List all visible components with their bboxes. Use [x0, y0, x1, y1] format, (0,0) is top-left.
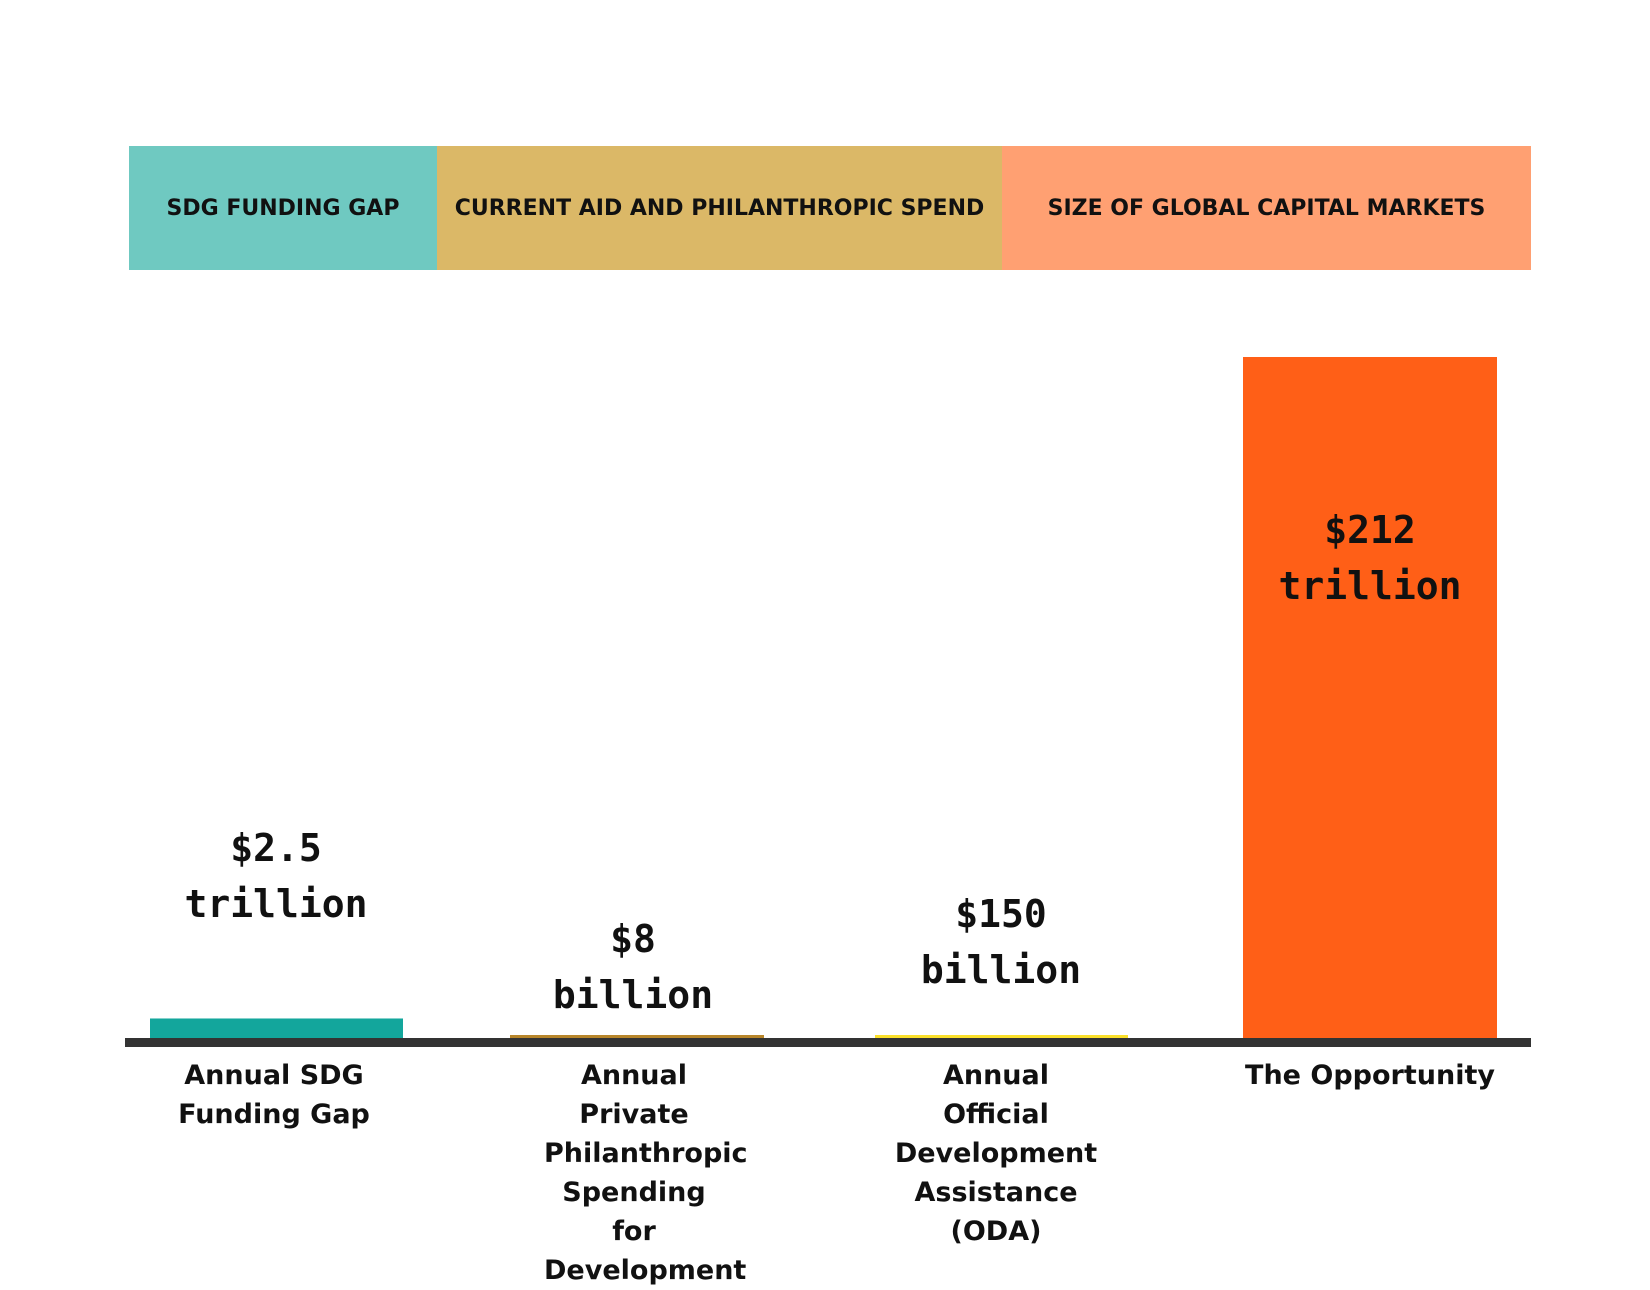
bar-1: [510, 1035, 764, 1038]
bar-3: [1243, 357, 1497, 1038]
category-label-oda: Annual Official Development Assistance (…: [894, 1060, 1098, 1247]
value-label-unit: trillion: [184, 882, 368, 926]
value-label-amount: $212: [1324, 508, 1416, 552]
value-label-amount: $2.5: [230, 826, 322, 870]
category-label-opportunity: The Opportunity: [1245, 1060, 1495, 1091]
header-band-label: CURRENT AID AND PHILANTHROPIC SPEND: [454, 195, 985, 221]
bar-0: [150, 1018, 403, 1038]
value-label-unit: billion: [552, 973, 714, 1017]
category-label-sdg-gap: Annual SDG Funding Gap: [178, 1060, 370, 1130]
header-band-sdg-funding-gap: SDG FUNDING GAP: [129, 146, 437, 270]
header-band-label: SDG FUNDING GAP: [166, 195, 400, 221]
value-label-amount: $150: [955, 892, 1047, 936]
bar-2: [875, 1035, 1128, 1038]
value-label-opportunity: $212 trillion: [1220, 502, 1520, 614]
x-axis-line: [125, 1038, 1531, 1047]
value-label-amount: $8: [610, 917, 656, 961]
value-label-oda: $150 billion: [851, 886, 1151, 998]
value-label-unit: billion: [920, 948, 1082, 992]
value-label-sdg-gap: $2.5 trillion: [126, 820, 426, 932]
header-band-global-capital-markets: SIZE OF GLOBAL CAPITAL MARKETS: [1002, 146, 1531, 270]
header-band-label: SIZE OF GLOBAL CAPITAL MARKETS: [1047, 195, 1486, 221]
category-label-philanthropy: Annual Private Philanthropic Spending fo…: [544, 1060, 748, 1286]
value-label-philanthropy: $8 billion: [483, 911, 783, 1023]
header-band-current-aid: CURRENT AID AND PHILANTHROPIC SPEND: [437, 146, 1002, 270]
value-label-unit: trillion: [1278, 564, 1462, 608]
